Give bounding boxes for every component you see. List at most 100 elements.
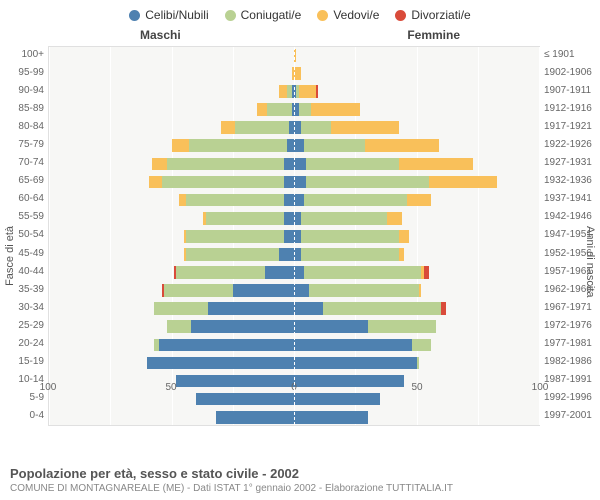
male-half — [49, 282, 294, 300]
female-half — [294, 173, 539, 191]
bar-seg-con — [164, 284, 233, 297]
bar-seg-con — [176, 266, 264, 279]
bar-seg-con — [162, 176, 285, 189]
bar-seg-cel — [294, 302, 323, 315]
female-half — [294, 282, 539, 300]
male-half — [49, 155, 294, 173]
bar-seg-ved — [429, 176, 498, 189]
bar-seg-con — [309, 284, 419, 297]
age-label: 100+ — [0, 46, 44, 64]
age-label: 15-19 — [0, 353, 44, 371]
bar-seg-con — [304, 194, 407, 207]
birth-label: 1967-1971 — [544, 299, 600, 317]
bar-seg-cel — [294, 357, 417, 370]
age-label: 50-54 — [0, 226, 44, 244]
bar-seg-cel — [294, 248, 301, 261]
bar-seg-con — [301, 230, 399, 243]
birth-label: 1922-1926 — [544, 136, 600, 154]
legend-item: Coniugati/e — [225, 8, 302, 22]
gender-headers: Maschi Femmine — [0, 28, 600, 44]
male-half — [49, 354, 294, 372]
birth-label: ≤ 1901 — [544, 46, 600, 64]
bar-seg-cel — [216, 411, 294, 424]
bar-seg-cel — [294, 284, 309, 297]
bar-seg-con — [167, 158, 285, 171]
population-pyramid-chart: Celibi/Nubili Coniugati/e Vedovi/e Divorzia… — [0, 0, 600, 500]
legend-label: Celibi/Nubili — [145, 8, 208, 22]
bar-seg-div — [424, 266, 429, 279]
bar-seg-con — [186, 194, 284, 207]
bar-seg-ved — [407, 194, 432, 207]
y-axis-birth: ≤ 19011902-19061907-19111912-19161917-19… — [540, 46, 600, 426]
birth-label: 1912-1916 — [544, 100, 600, 118]
female-half — [294, 119, 539, 137]
bars-region — [48, 46, 540, 426]
female-half — [294, 354, 539, 372]
bar-seg-cel — [284, 158, 294, 171]
birth-label: 1902-1906 — [544, 64, 600, 82]
female-half — [294, 209, 539, 227]
bar-seg-ved — [299, 85, 316, 98]
legend-swatch — [225, 10, 236, 21]
chart-subtitle: COMUNE DI MONTAGNAREALE (ME) - Dati ISTA… — [10, 483, 590, 494]
bar-seg-div — [316, 85, 318, 98]
age-label: 35-39 — [0, 281, 44, 299]
female-half — [294, 101, 539, 119]
bar-seg-con — [368, 320, 437, 333]
bar-seg-ved — [294, 67, 301, 80]
legend-item: Celibi/Nubili — [129, 8, 208, 22]
bar-seg-con — [186, 230, 284, 243]
legend-item: Vedovi/e — [317, 8, 379, 22]
birth-label: 1917-1921 — [544, 118, 600, 136]
male-half — [49, 65, 294, 83]
bar-seg-con — [417, 357, 419, 370]
age-label: 5-9 — [0, 389, 44, 407]
birth-label: 1997-2001 — [544, 407, 600, 425]
birth-label: 1952-1956 — [544, 245, 600, 263]
bar-seg-con — [412, 339, 432, 352]
bar-seg-ved — [221, 121, 236, 134]
legend-label: Coniugati/e — [241, 8, 302, 22]
bar-seg-cel — [294, 158, 306, 171]
bar-seg-cel — [233, 284, 294, 297]
bar-seg-con — [304, 266, 422, 279]
bar-seg-cel — [284, 176, 294, 189]
bar-seg-con — [154, 302, 208, 315]
bar-seg-ved — [311, 103, 360, 116]
age-label: 90-94 — [0, 82, 44, 100]
age-label: 0-4 — [0, 407, 44, 425]
age-label: 65-69 — [0, 172, 44, 190]
bar-seg-ved — [257, 103, 267, 116]
plot-area: Fasce di età Anni di nascita 100+95-9990… — [0, 46, 600, 426]
legend-swatch — [317, 10, 328, 21]
bar-seg-con — [267, 103, 292, 116]
bar-seg-con — [299, 103, 311, 116]
male-half — [49, 173, 294, 191]
male-half — [49, 318, 294, 336]
male-half — [49, 83, 294, 101]
bar-seg-con — [301, 121, 330, 134]
age-label: 60-64 — [0, 190, 44, 208]
bar-seg-cel — [294, 194, 304, 207]
bar-seg-con — [301, 248, 399, 261]
legend-label: Divorziati/e — [411, 8, 470, 22]
bar-seg-cel — [287, 139, 294, 152]
male-half — [49, 191, 294, 209]
age-label: 40-44 — [0, 263, 44, 281]
birth-label: 1972-1976 — [544, 317, 600, 335]
male-half — [49, 209, 294, 227]
male-half — [49, 408, 294, 426]
bar-seg-ved — [399, 248, 404, 261]
bar-seg-con — [186, 248, 279, 261]
legend-swatch — [395, 10, 406, 21]
bar-seg-cel — [294, 139, 304, 152]
age-label: 85-89 — [0, 100, 44, 118]
bar-seg-cel — [294, 121, 301, 134]
y-axis-age: 100+95-9990-9485-8980-8475-7970-7465-696… — [0, 46, 48, 426]
female-half — [294, 264, 539, 282]
bar-seg-con — [306, 176, 429, 189]
female-half — [294, 336, 539, 354]
bar-seg-cel — [294, 176, 306, 189]
bar-seg-div — [441, 302, 446, 315]
bar-seg-cel — [294, 230, 301, 243]
